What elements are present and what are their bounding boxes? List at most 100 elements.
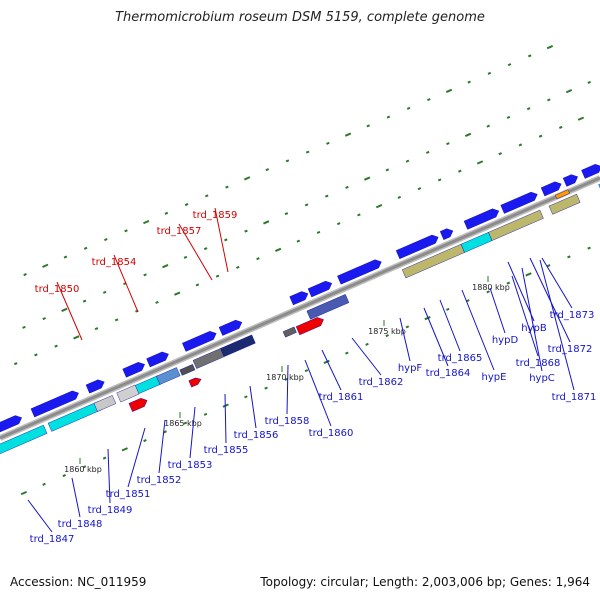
leader-line xyxy=(249,385,257,429)
gene-label: trd_1848 xyxy=(58,519,103,530)
gene-label: trd_1868 xyxy=(516,358,561,369)
leader-line xyxy=(56,281,83,341)
gene-label: trd_1871 xyxy=(552,392,597,403)
tick-dot xyxy=(284,377,289,381)
tick-dot xyxy=(83,246,88,250)
tick-dot xyxy=(437,178,442,182)
gene-dark-grey xyxy=(282,326,297,338)
tick-dot xyxy=(265,168,270,172)
leader-line xyxy=(214,207,229,273)
gene-label: trd_1849 xyxy=(88,505,133,516)
leader-line xyxy=(127,427,146,488)
leader-line xyxy=(351,337,382,376)
tick-dot xyxy=(82,299,87,303)
forward-gene xyxy=(540,181,562,197)
tick-dot xyxy=(305,150,310,154)
gene-label: trd_1862 xyxy=(359,377,404,388)
tick-dot xyxy=(203,412,208,416)
tick-dot xyxy=(54,344,58,348)
forward-gene xyxy=(439,228,454,240)
tick-dot xyxy=(385,334,389,338)
tick-dot xyxy=(20,490,28,496)
forward-gene xyxy=(146,351,169,368)
gene-steel xyxy=(156,367,181,385)
tick-dot xyxy=(385,168,390,172)
position-tick-label: 1880 kbp xyxy=(472,283,510,292)
tick-dot xyxy=(61,307,68,312)
position-tick-label: 1875 kbp xyxy=(368,327,406,336)
gene-label: trd_1865 xyxy=(438,353,483,364)
tick-dot xyxy=(345,351,349,355)
tick-dot xyxy=(587,246,591,250)
gene-light-grey xyxy=(116,384,140,403)
gene-label: trd_1864 xyxy=(426,368,471,379)
forward-gene xyxy=(289,291,309,306)
tick-dot xyxy=(464,132,472,138)
tick-dot xyxy=(124,229,128,233)
gene-khaki xyxy=(488,209,544,241)
gene-cyan xyxy=(0,424,48,455)
gene-label: trd_1853 xyxy=(168,460,213,471)
leader-line xyxy=(71,477,81,518)
forward-gene xyxy=(122,362,145,378)
tick-dot xyxy=(285,159,290,163)
tick-dot xyxy=(405,159,410,163)
forward-gene xyxy=(30,390,79,418)
gene-label: trd_1850 xyxy=(35,284,80,295)
leader-line xyxy=(321,349,342,391)
forward-gene xyxy=(581,164,600,179)
tick-dot xyxy=(23,273,27,277)
leader-line xyxy=(27,499,53,533)
tick-dot xyxy=(244,395,248,399)
gene-khaki xyxy=(548,193,581,215)
tick-dot xyxy=(263,220,270,225)
leader-line xyxy=(539,259,575,391)
tick-dot xyxy=(406,106,411,110)
tick-dot xyxy=(427,98,431,102)
forward-gene xyxy=(562,174,579,187)
tick-dot xyxy=(458,169,462,173)
tick-dot xyxy=(577,116,585,121)
tick-dot xyxy=(567,255,571,259)
tick-dot xyxy=(486,124,491,128)
gene-label: trd_1861 xyxy=(319,392,364,403)
tick-dot xyxy=(42,482,46,486)
tick-dot xyxy=(104,238,108,242)
tick-dot xyxy=(274,247,282,253)
tick-dot xyxy=(565,89,573,94)
tick-dot xyxy=(284,212,289,216)
gene-dark-grey xyxy=(179,364,196,376)
gene-label: trd_1860 xyxy=(309,428,354,439)
tick-dot xyxy=(203,247,208,251)
tick-dot xyxy=(174,291,181,296)
forward-gene xyxy=(85,379,105,394)
tick-dot xyxy=(13,362,18,366)
tick-dot xyxy=(73,335,80,340)
tick-dot xyxy=(506,115,511,119)
gene-label: trd_1855 xyxy=(204,445,249,456)
highlight-gene xyxy=(188,377,202,388)
gene-label: trd_1856 xyxy=(234,430,279,441)
tick-dot xyxy=(143,273,147,277)
tick-dot xyxy=(143,219,150,225)
gene-label: trd_1859 xyxy=(193,210,238,221)
tick-dot xyxy=(425,150,430,154)
leader-line xyxy=(529,257,571,343)
gene-label: trd_1851 xyxy=(106,489,151,500)
tick-dot xyxy=(525,272,532,277)
tick-dot xyxy=(558,125,563,129)
gene-label: hypB xyxy=(521,323,547,334)
position-tick-label: 1865 kbp xyxy=(164,419,202,428)
leader-line xyxy=(107,448,111,504)
gene-grey xyxy=(93,395,117,412)
tick-dot xyxy=(243,176,251,181)
tick-dot xyxy=(42,317,46,321)
tick-dot xyxy=(546,45,554,50)
tick-dot xyxy=(225,185,229,189)
leader-line xyxy=(511,275,539,357)
forward-gene xyxy=(395,234,439,260)
gene-label: trd_1854 xyxy=(92,257,137,268)
tick-dot xyxy=(587,80,591,84)
tick-dot xyxy=(365,342,369,346)
